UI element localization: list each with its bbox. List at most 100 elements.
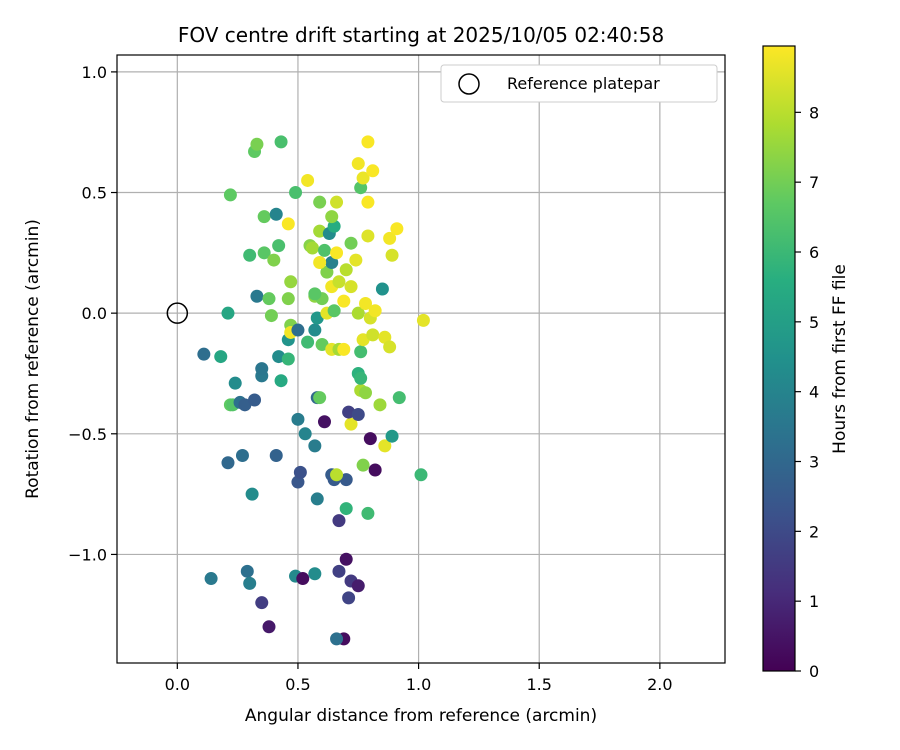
data-point	[289, 186, 303, 200]
data-point	[366, 328, 380, 342]
data-point	[221, 456, 235, 470]
data-point	[325, 255, 339, 269]
data-point	[308, 287, 322, 301]
colorbar-tick-label: 0	[809, 662, 819, 681]
y-axis-ticks: −1.0 −0.5 0.0 0.5 1.0	[68, 63, 117, 564]
colorbar-tick-label: 4	[809, 383, 819, 402]
colorbar-tick-label: 6	[809, 243, 819, 262]
data-point	[325, 210, 339, 224]
data-point	[361, 195, 375, 209]
data-point	[291, 412, 305, 426]
legend-label: Reference platepar	[507, 74, 660, 93]
data-point	[308, 323, 322, 337]
data-point	[317, 243, 331, 257]
data-point	[337, 294, 351, 308]
legend-box	[440, 64, 718, 103]
data-point	[264, 309, 278, 323]
data-point	[267, 253, 281, 267]
colorbar: 0 1 2 3 4 5 6 7 8 Hours from first FF file	[762, 45, 850, 681]
y-tick-label: −1.0	[68, 545, 107, 564]
y-tick-label: 1.0	[82, 63, 107, 82]
x-tick-label: 1.0	[406, 675, 431, 694]
data-point	[313, 195, 327, 209]
data-point	[390, 222, 404, 236]
data-point	[257, 210, 271, 224]
colorbar-gradient	[762, 45, 796, 672]
data-point	[250, 137, 264, 151]
data-point	[332, 564, 346, 578]
data-point	[281, 292, 295, 306]
data-point	[281, 217, 295, 231]
data-point	[310, 311, 324, 325]
data-point	[221, 306, 235, 320]
data-point	[368, 463, 382, 477]
reference-platepar-marker	[166, 302, 189, 324]
data-point	[378, 330, 392, 344]
legend-open-circle-icon	[458, 73, 480, 95]
x-tick-label: 1.5	[526, 675, 551, 694]
data-point	[414, 468, 428, 482]
colorbar-ticks: 0 1 2 3 4 5 6 7 8	[795, 103, 819, 681]
data-point	[315, 338, 329, 352]
data-point	[255, 362, 269, 376]
data-point	[378, 439, 392, 453]
data-point	[204, 572, 218, 586]
x-axis-label: Angular distance from reference (arcmin)	[245, 706, 597, 726]
data-point	[385, 248, 399, 262]
data-point	[310, 492, 324, 506]
data-point	[332, 275, 346, 289]
data-point	[373, 398, 387, 412]
y-tick-label: −0.5	[68, 425, 107, 444]
data-point	[214, 350, 228, 364]
data-point	[284, 275, 298, 289]
data-point	[351, 579, 365, 593]
data-point	[291, 323, 305, 337]
data-point	[361, 506, 375, 520]
data-point	[248, 393, 262, 407]
data-point	[240, 564, 254, 578]
data-point	[366, 164, 380, 178]
data-point	[344, 280, 358, 294]
data-point	[332, 514, 346, 528]
data-point	[255, 596, 269, 610]
data-point	[383, 231, 397, 245]
data-point	[272, 239, 286, 253]
data-point	[356, 458, 370, 472]
data-point	[250, 289, 264, 303]
data-point	[313, 391, 327, 405]
colorbar-label: Hours from first FF file	[830, 264, 850, 454]
data-point	[342, 591, 356, 605]
data-point	[235, 449, 249, 463]
data-point	[356, 171, 370, 185]
data-point	[320, 265, 334, 279]
data-point	[308, 567, 322, 581]
data-point	[330, 468, 344, 482]
data-point	[344, 417, 358, 431]
data-point	[416, 313, 430, 327]
y-tick-label: 0.5	[82, 184, 107, 203]
data-point	[361, 229, 375, 243]
data-point	[281, 352, 295, 366]
data-point	[339, 473, 353, 487]
y-axis-label: Rotation from reference (arcmin)	[23, 219, 43, 499]
data-point	[301, 173, 315, 187]
data-point	[308, 439, 322, 453]
colorbar-tick-label: 2	[809, 522, 819, 541]
data-point	[296, 572, 310, 586]
data-point	[351, 306, 365, 320]
data-point	[354, 345, 368, 359]
chart-title: FOV centre drift starting at 2025/10/05 …	[178, 23, 664, 47]
data-point	[339, 263, 353, 277]
data-point	[243, 576, 257, 590]
data-point	[301, 335, 315, 349]
x-axis-ticks: 0.0 0.5 1.0 1.5 2.0	[165, 663, 673, 694]
x-tick-label: 0.0	[165, 675, 190, 694]
data-point	[359, 297, 373, 311]
data-points	[197, 135, 430, 646]
data-point	[330, 195, 344, 209]
data-point	[363, 432, 377, 446]
colorbar-tick-label: 3	[809, 453, 819, 472]
x-tick-label: 0.5	[285, 675, 310, 694]
data-point	[245, 487, 259, 501]
